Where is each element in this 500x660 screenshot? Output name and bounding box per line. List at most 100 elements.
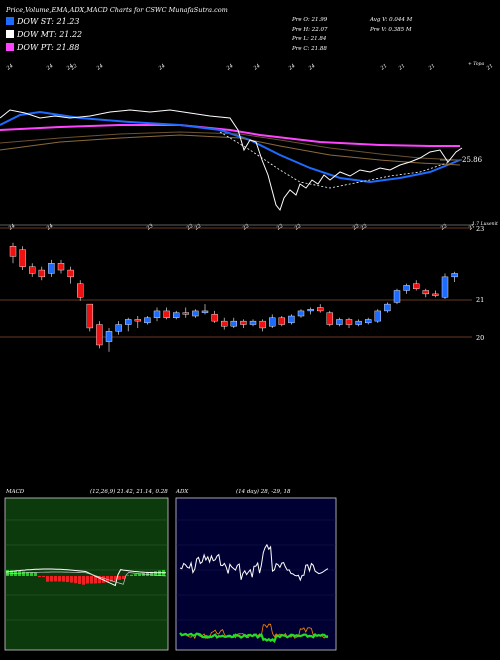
candle-body [96, 324, 103, 346]
adx-panel [175, 497, 337, 651]
candle-body [307, 309, 314, 312]
top-tick-label: 24 [45, 63, 54, 72]
candle-body [153, 310, 161, 318]
bottom-tick-label: 23 [145, 223, 154, 232]
bottom-tick-label: 24 [7, 223, 16, 232]
candle-body [230, 320, 238, 327]
macd-histogram-bar [126, 575, 129, 576]
candle-body [172, 312, 180, 318]
bottom-tick-label: 21 [467, 223, 476, 232]
macd-histogram-bar [102, 576, 105, 583]
top-tick-label: 24 [5, 63, 14, 72]
candle-body [182, 312, 190, 315]
macd-histogram-bar [94, 576, 97, 584]
candle-body [9, 246, 17, 257]
candle-body [249, 320, 257, 325]
bottom-tick-label: 22 [351, 223, 360, 232]
candle-body [115, 324, 122, 332]
candle-body [278, 317, 285, 325]
pre-open: Pre O: 21.99 [292, 17, 328, 23]
dow-mt-swatch [6, 30, 14, 38]
top-tick-label: 24 [95, 63, 104, 72]
candle-body [259, 320, 266, 329]
candle-body [105, 331, 113, 342]
macd-params: (12,26,9) 21.42, 21.14, 0.28 [90, 489, 168, 495]
macd-histogram-bar [30, 572, 33, 576]
macd-histogram-bar [58, 576, 61, 582]
candle-body [144, 317, 151, 324]
bottom-tick-label: 22 [241, 223, 250, 232]
candle-body [220, 320, 228, 327]
candle-body [384, 303, 391, 312]
pre-high: Pre H: 22.07 [292, 26, 328, 33]
top-tick-label: 21 [427, 63, 436, 72]
macd-histogram-bar [34, 572, 37, 576]
candle-body [345, 319, 353, 325]
pre-volume: Pre V: 0.385 M [370, 26, 412, 33]
pre-low: Pre L: 21.84 [292, 36, 327, 42]
candle-body [269, 317, 276, 327]
top-tick-label: 21 [485, 63, 494, 72]
macd-signal-line [5, 571, 167, 585]
adx-di-line [179, 543, 329, 582]
bottom-tick-label: 22 [359, 223, 368, 232]
ema-line-brown [0, 134, 461, 166]
macd-histogram-bar [98, 576, 101, 584]
macd-histogram-bar [38, 576, 41, 577]
macd-histogram-bar [54, 576, 57, 582]
candle-corner-label: 1.7 Luxenit [472, 222, 498, 227]
ema-dotted [219, 131, 451, 189]
macd-histogram-bar [46, 576, 49, 582]
candle-body [38, 269, 45, 278]
candle-body [192, 310, 199, 317]
macd-histogram-bar [90, 576, 93, 584]
macd-histogram-bar [18, 571, 21, 576]
macd-line [5, 568, 166, 587]
bottom-tick-label: 22 [275, 223, 284, 232]
candle-body [393, 290, 401, 303]
adx-params: (14 day) 28, -29, 18 [236, 489, 291, 495]
candle-body [48, 263, 55, 274]
adx-label: ADX [176, 489, 189, 495]
macd-histogram-bar [6, 570, 9, 576]
macd-histogram-bar [118, 576, 121, 580]
candle-body [432, 293, 439, 296]
pre-close: Pre C: 21.88 [292, 45, 327, 52]
dow-mt-label: DOW MT: 21.22 [6, 30, 82, 39]
bottom-tick-label: 22 [439, 223, 448, 232]
candle-body [134, 319, 142, 322]
dow-pt-label: DOW PT: 21.88 [6, 43, 79, 52]
macd-histogram-bar [154, 571, 157, 576]
ema-line-blue [0, 110, 461, 184]
macd-label: MACD [6, 489, 25, 495]
candle-body [422, 290, 429, 295]
macd-histogram-bar [74, 576, 77, 584]
macd-histogram-bar [110, 576, 113, 582]
top-tick-label: 24 [65, 63, 74, 72]
candle-body [288, 315, 295, 324]
macd-histogram-bar [50, 576, 53, 582]
adx-minus-di-line [179, 623, 329, 640]
candle-body [57, 263, 65, 271]
macd-histogram-bar [62, 576, 65, 582]
macd-histogram-bar [10, 570, 13, 576]
price-level-21: 21 [476, 296, 485, 304]
macd-histogram-bar [66, 576, 69, 583]
macd-histogram-bar [22, 571, 25, 576]
ema-right-top-label: + Topa [468, 62, 485, 67]
macd-histogram-bar [86, 576, 89, 584]
candle-body [211, 314, 218, 322]
candle-body [441, 276, 449, 298]
top-tick-label: 21 [397, 63, 406, 72]
candles [9, 242, 458, 352]
candle-body [163, 310, 170, 318]
candle-body [326, 312, 333, 325]
top-tick-label: 24 [157, 63, 166, 72]
top-tick-label: 24 [252, 63, 261, 72]
candle-body [451, 273, 458, 278]
macd-histogram-bar [114, 576, 117, 581]
top-tick-label: 24 [307, 63, 316, 72]
candle-body [403, 285, 410, 291]
